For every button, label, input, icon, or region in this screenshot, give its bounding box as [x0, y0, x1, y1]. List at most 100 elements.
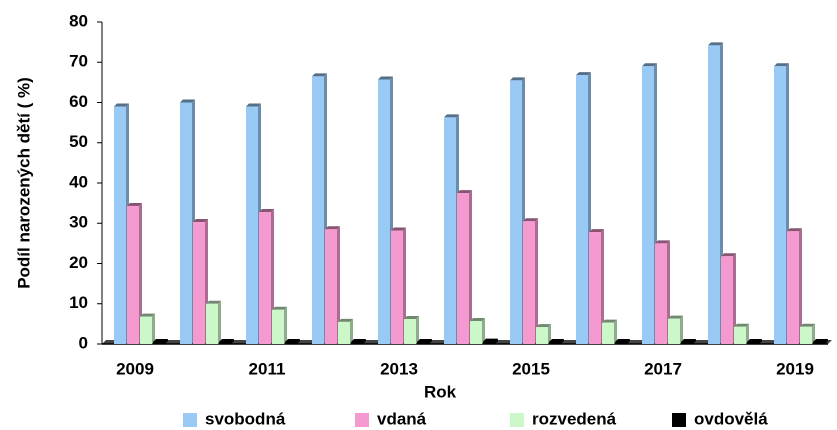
bar [246, 106, 258, 345]
bar-top [391, 227, 406, 231]
bar-top [800, 323, 815, 327]
bar-top [325, 226, 340, 230]
bar-side [218, 300, 221, 344]
bar-top [206, 300, 221, 304]
legend-swatch [672, 413, 686, 427]
bar-top [787, 228, 802, 232]
bar-side [812, 323, 815, 344]
bar [285, 341, 297, 344]
bar [721, 256, 733, 344]
bar [510, 80, 522, 345]
bar [114, 106, 126, 345]
bar-side [403, 227, 406, 344]
bar-side [284, 306, 287, 344]
bar [193, 222, 205, 344]
bar-side [680, 315, 683, 344]
bar-top [312, 73, 327, 77]
bar-top [457, 190, 472, 194]
legend-label: vdaná [377, 409, 427, 428]
bar [219, 341, 231, 344]
bar-top [642, 63, 657, 67]
bar [734, 326, 746, 344]
bar [800, 326, 812, 344]
x-tick-label: 2009 [116, 359, 154, 378]
bar-side [627, 338, 630, 344]
bar-side [139, 202, 142, 344]
bar-top [417, 338, 432, 342]
bar [272, 309, 284, 344]
legend-label: ovdovělá [694, 409, 768, 428]
bar-top [549, 338, 564, 342]
bar-side [416, 316, 419, 344]
bar-top [615, 338, 630, 342]
bar [457, 193, 469, 344]
bar [404, 319, 416, 344]
y-tick-label: 0 [79, 333, 88, 352]
bar-side [152, 313, 155, 344]
bar-top [127, 202, 142, 206]
bar-top [655, 240, 670, 244]
bar [417, 341, 429, 344]
x-tick-label: 2017 [644, 359, 682, 378]
bar [127, 205, 139, 344]
bar-side [733, 253, 736, 344]
bar [787, 231, 799, 344]
bar [655, 243, 667, 344]
bar-top [140, 313, 155, 317]
bar [312, 76, 324, 345]
bar-side [297, 338, 300, 344]
bar [668, 318, 680, 344]
bar [536, 327, 548, 344]
bar-top [193, 219, 208, 223]
bar-top [668, 315, 683, 319]
bar-top [153, 338, 168, 342]
bar-side [561, 338, 564, 344]
bar-side [495, 338, 498, 344]
bar-side [337, 226, 340, 344]
bar [153, 341, 165, 344]
bar-side [693, 338, 696, 344]
bar-top [602, 319, 617, 323]
bar [378, 79, 390, 345]
y-tick-label: 80 [69, 11, 88, 30]
bar-side [799, 228, 802, 344]
bar [642, 66, 654, 345]
bar-top [510, 77, 525, 81]
y-tick-label: 10 [69, 293, 88, 312]
legend-swatch [355, 413, 369, 427]
bar-side [825, 338, 828, 344]
bar-top [351, 338, 366, 342]
bar [470, 321, 482, 344]
legend-swatch [183, 413, 197, 427]
bar [259, 211, 271, 344]
bar-top [813, 338, 828, 342]
bar [351, 341, 363, 344]
bar-top [246, 103, 261, 107]
legend-label: svobodná [205, 409, 286, 428]
bar [325, 229, 337, 344]
y-tick-label: 70 [69, 52, 88, 71]
bar-side [363, 338, 366, 344]
bar-top [259, 208, 274, 212]
bar-side [429, 338, 432, 344]
bar [589, 232, 601, 344]
y-axis-label: Podíl narozených dětí ( %) [14, 77, 33, 289]
bar [549, 341, 561, 344]
bar [576, 75, 588, 344]
bar [602, 322, 614, 344]
bar-side [535, 218, 538, 344]
bar-top [114, 103, 129, 107]
bar-side [350, 318, 353, 344]
bar-top [470, 318, 485, 322]
bar-top [483, 338, 498, 342]
bar [444, 117, 456, 344]
bar-top [444, 114, 459, 118]
y-tick-label: 60 [69, 92, 88, 111]
y-tick-label: 30 [69, 213, 88, 232]
bar-side [614, 319, 617, 344]
bar-top [734, 323, 749, 327]
y-tick-label: 20 [69, 253, 88, 272]
bar-top [404, 316, 419, 320]
bar [813, 341, 825, 344]
